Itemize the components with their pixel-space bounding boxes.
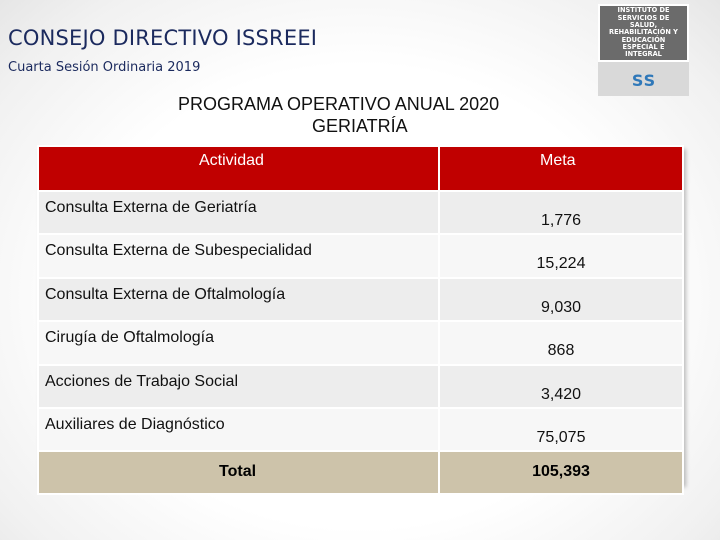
activity-cell: Cirugía de Oftalmología	[37, 320, 440, 366]
table-row: Consulta Externa de Oftalmología 9,030	[37, 276, 684, 323]
program-title-line1: PROGRAMA OPERATIVO ANUAL 2020	[178, 94, 500, 114]
presentation-title: CONSEJO DIRECTIVO ISSREEI	[8, 26, 318, 50]
meta-cell: 868	[438, 320, 684, 366]
logo-name-panel: INSTITUTO DE SERVICIOS DE SALUD, REHABIL…	[598, 4, 689, 62]
institution-logo: INSTITUTO DE SERVICIOS DE SALUD, REHABIL…	[598, 4, 689, 96]
activity-cell: Acciones de Trabajo Social	[37, 363, 440, 409]
activity-cell: Consulta Externa de Geriatría	[37, 189, 440, 236]
logo-institution-text: INSTITUTO DE SERVICIOS DE SALUD, REHABIL…	[609, 6, 678, 59]
total-label: Total	[37, 450, 440, 496]
meta-cell: 3,420	[438, 363, 684, 409]
activity-cell: Auxiliares de Diagnóstico	[37, 406, 440, 453]
meta-cell: 1,776	[438, 189, 684, 236]
logo-acronym: SS	[631, 70, 657, 90]
table-header-row: Actividad Meta	[37, 145, 684, 192]
meta-cell: 75,075	[438, 406, 684, 453]
logo-acronym-panel: SS	[606, 68, 682, 92]
presentation-subtitle: Cuarta Sesión Ordinaria 2019	[8, 60, 201, 75]
activity-cell: Consulta Externa de Oftalmología	[37, 276, 440, 323]
table-row: Consulta Externa de Subespecialidad 15,2…	[37, 233, 684, 279]
table-row: Acciones de Trabajo Social 3,420	[37, 363, 684, 409]
activities-table: Actividad Meta Consulta Externa de Geria…	[37, 145, 684, 496]
table-row: Consulta Externa de Geriatría 1,776	[37, 189, 684, 236]
total-value: 105,393	[438, 450, 684, 496]
column-header-actividad: Actividad	[37, 145, 440, 192]
meta-cell: 9,030	[438, 276, 684, 323]
activity-cell: Consulta Externa de Subespecialidad	[37, 233, 440, 279]
table-row: Cirugía de Oftalmología 868	[37, 320, 684, 366]
column-header-meta: Meta	[438, 145, 684, 192]
table-row: Auxiliares de Diagnóstico 75,075	[37, 406, 684, 453]
meta-cell: 15,224	[438, 233, 684, 279]
program-title-line2: GERIATRÍA	[312, 116, 408, 136]
table-total-row: Total 105,393	[37, 450, 684, 496]
